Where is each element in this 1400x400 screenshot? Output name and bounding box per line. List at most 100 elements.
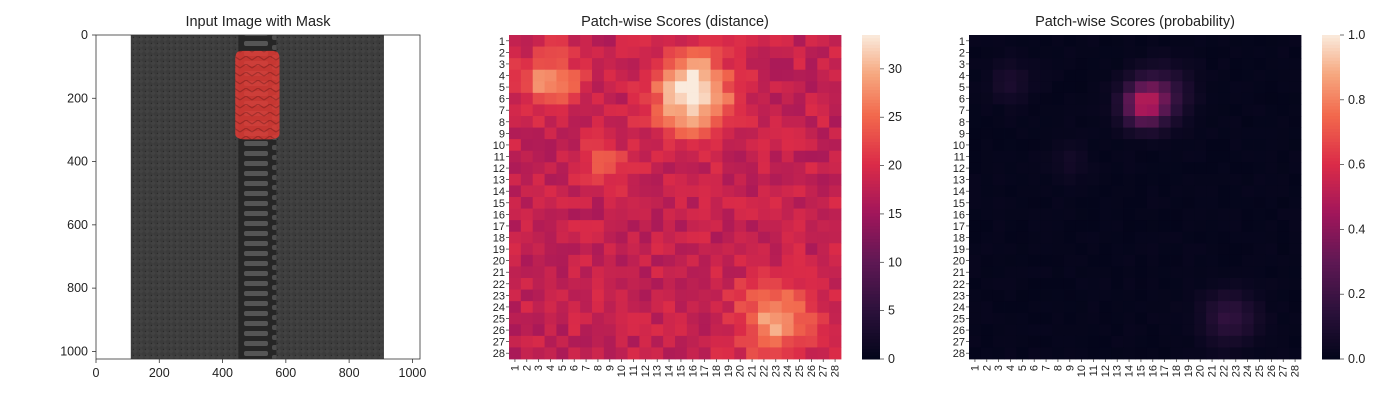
heatmap-cell <box>698 81 711 94</box>
heatmap-cell <box>1016 92 1029 105</box>
heatmap-cell <box>698 127 711 140</box>
colorbar-segment <box>1322 287 1340 292</box>
heatmap-cell <box>1016 197 1029 209</box>
heatmap-cell <box>509 347 522 360</box>
heatmap-cell <box>1218 162 1231 175</box>
heatmap-cell <box>793 139 806 152</box>
heatmap-cell <box>1158 324 1171 337</box>
heatmap-cell <box>1253 127 1266 140</box>
heatmap-cell <box>1289 197 1302 209</box>
heatmap-cell <box>980 208 994 221</box>
heatmap-cell <box>769 347 783 360</box>
heatmap-cell <box>1075 162 1088 175</box>
heatmap-cell <box>1194 104 1207 117</box>
colorbar-segment <box>1322 300 1340 305</box>
heatmap-cell <box>532 197 545 209</box>
colorbar-segment <box>1322 73 1340 78</box>
heatmap-cell <box>1158 243 1171 256</box>
x-tick-label: 1 <box>509 365 521 371</box>
heatmap-cell <box>615 92 628 105</box>
heatmap-cell <box>615 116 628 128</box>
heatmap-cell <box>1206 243 1219 256</box>
heatmap-cell <box>1016 312 1029 325</box>
heatmap-cell <box>980 335 994 348</box>
colorbar-segment <box>862 119 880 123</box>
heatmap-cell <box>1182 104 1195 117</box>
heatmap-cell <box>580 162 593 175</box>
heatmap-cell <box>1040 335 1053 348</box>
heatmap-cell <box>1087 197 1100 209</box>
heatmap-cell <box>1063 116 1077 128</box>
heatmap-cell <box>532 335 545 348</box>
heatmap-cell <box>1241 35 1254 47</box>
heatmap-cell <box>710 266 723 279</box>
heatmap-cell <box>592 312 605 325</box>
colorbar-segment <box>1322 284 1340 289</box>
heatmap-cell <box>1194 312 1207 325</box>
heatmap-cell <box>1277 220 1290 233</box>
x-tick-label: 11 <box>628 365 640 376</box>
heatmap-cell <box>817 162 830 175</box>
colorbar-segment <box>862 96 880 101</box>
heatmap-cell <box>1135 220 1148 233</box>
heatmap-cell <box>710 301 723 314</box>
heatmap-cell <box>1289 208 1302 221</box>
heatmap-cell <box>758 197 771 209</box>
heatmap-cell <box>1099 173 1112 186</box>
heatmap-cell <box>1158 162 1171 175</box>
heatmap-cell <box>1277 58 1290 71</box>
heatmap-cell <box>1253 58 1266 71</box>
colorbar-segment <box>862 116 880 120</box>
heatmap-cell <box>805 197 818 209</box>
heatmap-cell <box>1229 127 1243 140</box>
heatmap-cell <box>1170 266 1183 279</box>
heatmap-cell <box>615 208 628 221</box>
heatmap-cell <box>532 150 545 163</box>
heatmap-cell <box>1028 208 1041 221</box>
colorbar-segment <box>1322 145 1340 149</box>
heatmap-cell <box>710 185 723 198</box>
heatmap-cell <box>710 208 723 221</box>
heatmap-cell <box>580 347 593 360</box>
colorbar-segment <box>862 193 880 198</box>
heatmap-cell <box>1158 81 1171 94</box>
colorbar-segment <box>862 54 880 59</box>
heatmap-cell <box>568 81 581 94</box>
heatmap-cell <box>817 301 830 314</box>
heatmap-cell <box>992 301 1005 314</box>
heatmap-cell <box>1241 58 1254 71</box>
heatmap-cell <box>603 185 617 198</box>
heatmap-cell <box>1265 347 1278 360</box>
heatmap-cell <box>1063 69 1077 82</box>
heatmap-cell <box>1241 208 1254 221</box>
heatmap-cell <box>509 104 522 117</box>
heatmap-cell <box>675 231 688 244</box>
heatmap-cell <box>651 243 664 256</box>
heatmap-cell <box>1028 173 1041 186</box>
heatmap-cell <box>1289 312 1302 325</box>
heatmap-cell <box>1028 58 1041 71</box>
heatmap-cell <box>1099 35 1112 47</box>
heatmap-cell <box>592 104 605 117</box>
heatmap-cell <box>1289 347 1302 360</box>
heatmap-cell <box>710 231 723 244</box>
heatmap-cell <box>544 301 557 314</box>
y-tick-label: 20 <box>953 256 965 268</box>
heatmap-cell <box>1087 312 1100 325</box>
heatmap-cell <box>969 312 982 325</box>
x-tick-label: 200 <box>149 366 170 380</box>
heatmap-cell <box>615 254 628 267</box>
heatmap-cell <box>992 335 1005 348</box>
y-tick-label: 15 <box>953 198 965 210</box>
colorbar-segment <box>862 281 880 285</box>
heatmap-cell <box>675 347 688 360</box>
heatmap-cell <box>805 335 818 348</box>
heatmap-cell <box>980 81 994 94</box>
heatmap-cell <box>639 69 652 82</box>
heatmap-cell <box>1052 301 1065 314</box>
heatmap-cell <box>520 243 534 256</box>
colorbar-segment <box>1322 187 1340 192</box>
heatmap-cell <box>627 254 640 267</box>
heatmap-cell <box>1111 173 1124 186</box>
